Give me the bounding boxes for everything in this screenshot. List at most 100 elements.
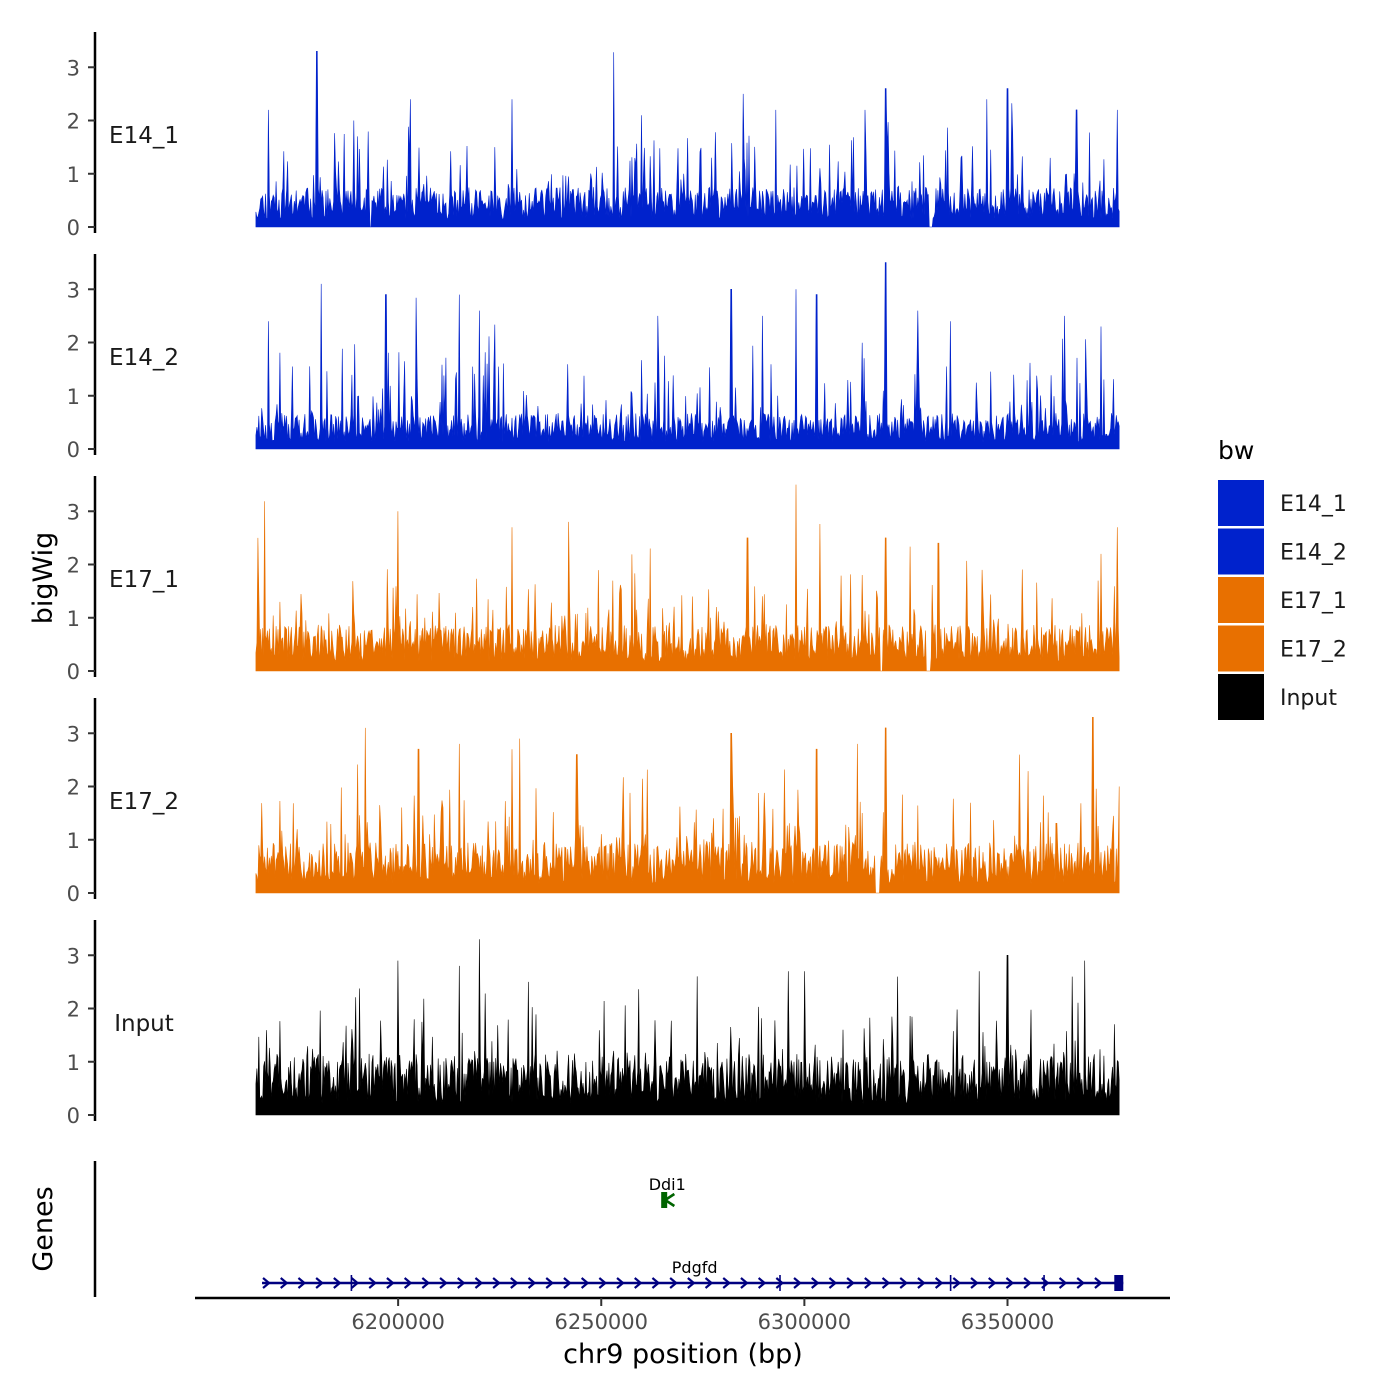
track-E17_2: 0 1 2 3 E17_2	[67, 698, 1120, 906]
legend-label: E17_1	[1280, 589, 1347, 614]
y-tick-label: 1	[67, 163, 80, 187]
strand-arrow	[1076, 1277, 1085, 1289]
strand-arrow	[899, 1277, 908, 1289]
strand-arrow	[315, 1277, 324, 1289]
track-label: E14_2	[109, 345, 179, 371]
legend-label: E14_2	[1280, 541, 1347, 566]
track-E14_1: 0 1 2 3 E14_1	[67, 32, 1120, 240]
x-axis-title: chr9 position (bp)	[563, 1339, 803, 1370]
legend-label: E17_2	[1280, 638, 1347, 663]
strand-arrow	[881, 1277, 891, 1289]
legend-title: bw	[1218, 436, 1254, 465]
y-tick-label: 3	[67, 278, 80, 302]
strand-arrow	[262, 1277, 271, 1289]
signal-area-E17_1	[255, 484, 1120, 672]
strand-arrow	[1058, 1277, 1068, 1289]
strand-arrow	[828, 1277, 838, 1289]
track-label: E17_1	[109, 567, 179, 593]
track-label: Input	[114, 1011, 174, 1037]
strand-arrow	[421, 1277, 431, 1289]
x-tick-label: 6300000	[758, 1310, 852, 1334]
strand-arrow	[439, 1277, 448, 1289]
strand-arrow	[492, 1277, 501, 1289]
signal-tracks: 0 1 2 3 E14_1 0 1 2 3 E14_2 0 1 2 3 E17_1 0 1 2 3 E17_2 0 1 2 3…	[67, 32, 1120, 1128]
y-tick-label: 3	[67, 944, 80, 968]
legend-swatch	[1218, 625, 1264, 672]
strand-arrow	[669, 1277, 678, 1289]
legend-label: Input	[1280, 686, 1337, 711]
gene-track-label: Genes	[28, 1186, 59, 1271]
strand-arrow	[474, 1277, 484, 1289]
strand-arrow	[545, 1277, 554, 1289]
y-tick-label: 0	[67, 438, 80, 462]
legend-entry-Input: Input	[1218, 674, 1337, 720]
strand-arrow	[386, 1277, 395, 1289]
strand-arrow	[350, 1277, 360, 1289]
legend-entry-E14_2: E14_2	[1218, 528, 1347, 575]
gene-Pdgfd: Pdgfd	[262, 1258, 1124, 1291]
y-tick-label: 1	[67, 829, 80, 853]
strand-arrow	[704, 1277, 714, 1289]
strand-arrow	[297, 1277, 307, 1289]
strand-arrow	[616, 1277, 625, 1289]
x-axis: chr9 position (bp) 6200000 6250000 6300000…	[195, 1296, 1170, 1370]
legend-entry-E17_1: E17_1	[1218, 577, 1347, 623]
gene-label: Ddi1	[649, 1175, 686, 1194]
legend-swatch	[1218, 577, 1264, 623]
y-tick-label: 2	[67, 110, 80, 134]
strand-arrow	[598, 1277, 608, 1289]
strand-arrow	[333, 1277, 342, 1289]
legend-entry-E17_2: E17_2	[1218, 625, 1347, 672]
signal-area-E14_1	[255, 51, 1120, 228]
strand-arrow	[757, 1277, 767, 1289]
legend-entry-E14_1: E14_1	[1218, 480, 1347, 526]
y-tick-label: 3	[67, 722, 80, 746]
strand-arrow	[510, 1277, 519, 1289]
strand-arrow	[527, 1277, 537, 1289]
y-tick-label: 1	[67, 607, 80, 631]
y-tick-label: 1	[67, 385, 80, 409]
strand-arrow	[368, 1277, 377, 1289]
legend-label: E14_1	[1280, 492, 1347, 517]
track-label: E17_2	[109, 789, 179, 815]
strand-arrow	[563, 1277, 572, 1289]
y-tick-label: 0	[67, 882, 80, 906]
strand-arrow	[634, 1277, 643, 1289]
strand-arrow	[662, 1192, 676, 1208]
strand-arrow	[793, 1277, 802, 1289]
y-tick-label: 3	[67, 500, 80, 524]
y-tick-label: 2	[67, 776, 80, 800]
track-label: E14_1	[109, 123, 179, 149]
strand-arrow	[864, 1277, 873, 1289]
gene-track: Genes Ddi1 Pdgfd	[28, 1161, 1124, 1297]
strand-arrow	[651, 1277, 661, 1289]
strand-arrow	[1094, 1277, 1103, 1289]
y-tick-label: 2	[67, 332, 80, 356]
legend-swatch	[1218, 528, 1264, 575]
signal-area-Input	[255, 939, 1120, 1116]
strand-arrow	[740, 1277, 749, 1289]
signal-area-E17_2	[255, 717, 1120, 894]
strand-arrow	[1023, 1277, 1032, 1289]
strand-arrow	[917, 1277, 926, 1289]
y-tick-label: 3	[67, 56, 80, 80]
gene-label: Pdgfd	[672, 1258, 718, 1277]
track-Input: 0 1 2 3 Input	[67, 920, 1120, 1128]
strand-arrow	[722, 1277, 731, 1289]
y-tick-label: 2	[67, 554, 80, 578]
strand-arrow	[687, 1277, 696, 1289]
y-tick-label: 1	[67, 1051, 80, 1075]
signal-area-E14_2	[255, 262, 1120, 450]
strand-arrow	[580, 1277, 590, 1289]
exon	[1114, 1275, 1124, 1291]
y-tick-label: 0	[67, 1104, 80, 1128]
x-tick-label: 6350000	[961, 1310, 1055, 1334]
track-E17_1: 0 1 2 3 E17_1	[67, 476, 1120, 684]
legend-swatch	[1218, 480, 1264, 526]
strand-arrow	[970, 1277, 979, 1289]
strand-arrow	[1005, 1277, 1015, 1289]
legend: bw E14_1 E14_2 E17_1 E17_2 Input	[1218, 436, 1347, 720]
strand-arrow	[403, 1277, 413, 1289]
y-tick-label: 0	[67, 216, 80, 240]
